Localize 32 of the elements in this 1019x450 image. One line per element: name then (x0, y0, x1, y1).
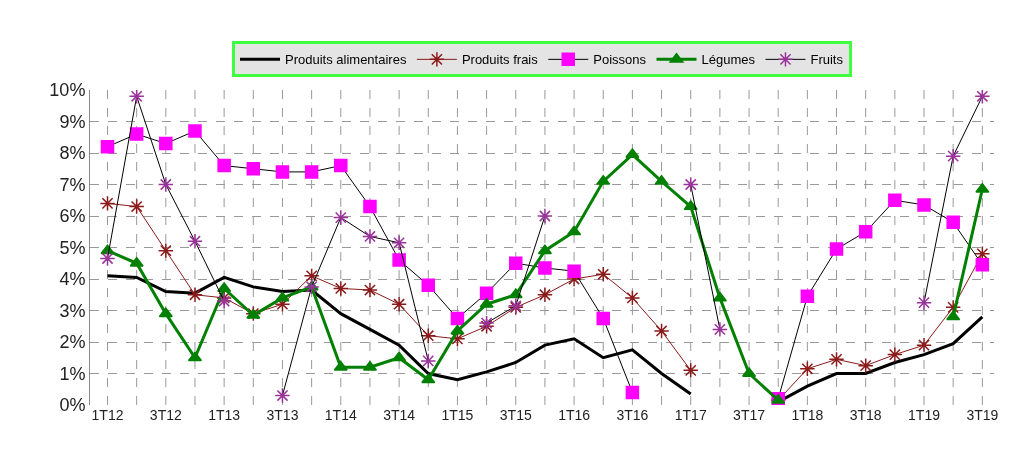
x-tick-label: 1T18 (791, 407, 824, 423)
x-tick-label: 3T16 (616, 407, 649, 423)
x-tick-label: 1T15 (441, 407, 474, 423)
y-tick-label: 5% (59, 237, 86, 258)
x-tick-label: 3T18 (849, 407, 882, 423)
y-tick-label: 6% (59, 206, 86, 227)
x-tick-label: 3T15 (499, 407, 532, 423)
x-tick-label: 1T13 (208, 407, 241, 423)
x-tick-label: 3T12 (149, 407, 182, 423)
x-tick-label: 1T12 (91, 407, 124, 423)
y-tick-label: 8% (59, 143, 86, 164)
y-tick-label: 0% (59, 395, 86, 416)
y-tick-label: 9% (59, 111, 86, 132)
x-tick-label: 3T14 (383, 407, 416, 423)
x-tick-label: 1T19 (908, 407, 941, 423)
legend-label: Légumes (701, 52, 756, 68)
y-tick-label: 7% (59, 174, 86, 195)
y-tick-label: 10% (49, 80, 86, 101)
y-tick-label: 1% (59, 363, 86, 384)
y-tick-label: 2% (59, 332, 86, 353)
x-tick-label: 1T14 (324, 407, 357, 423)
x-tick-label: 3T17 (733, 407, 766, 423)
x-tick-label: 1T17 (674, 407, 707, 423)
legend-label: Produits alimentaires (285, 52, 407, 68)
legend-label: Fruits (810, 52, 844, 68)
x-tick-label: 1T16 (558, 407, 591, 423)
legend-label: Poissons (593, 52, 647, 68)
legend-label: Produits frais (461, 52, 539, 68)
x-tick-label: 3T13 (266, 407, 299, 423)
x-tick-label: 3T19 (966, 407, 999, 423)
y-tick-label: 3% (59, 300, 86, 321)
y-tick-label: 4% (59, 269, 86, 290)
